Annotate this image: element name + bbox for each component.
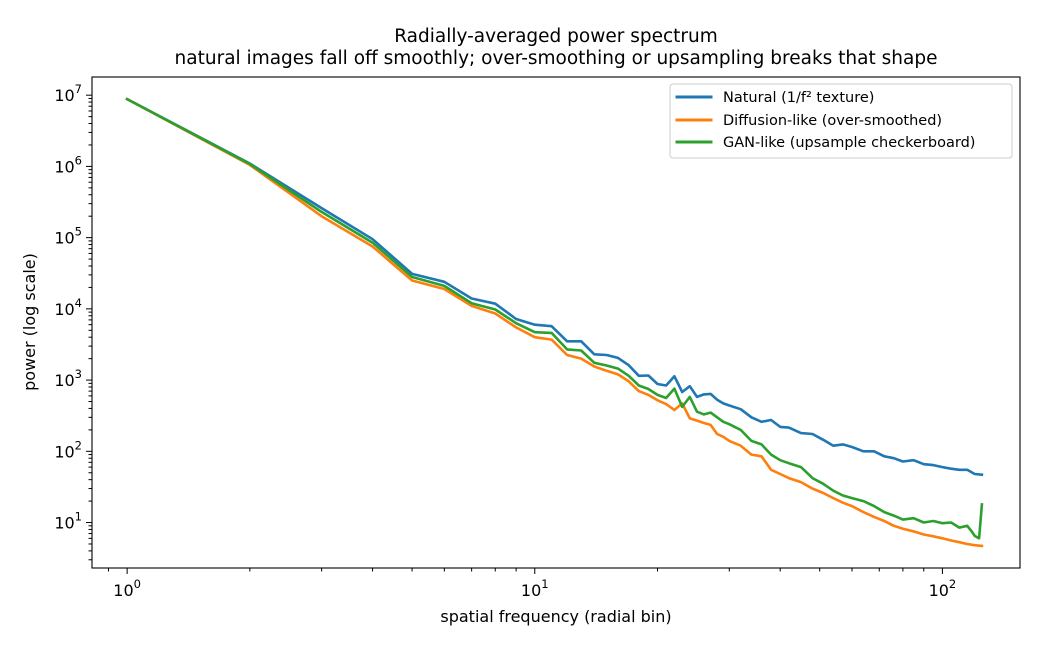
legend: Natural (1/f² texture) Diffusion-like (o… — [669, 83, 1013, 159]
y-axis-label: power (log scale) — [20, 253, 39, 391]
y-tick-label: 106 — [54, 153, 82, 176]
x-tick-label: 100 — [113, 577, 141, 600]
series-line-2 — [125, 97, 984, 540]
plot-frame — [91, 76, 1021, 569]
chart-subtitle: natural images fall off smoothly; over-s… — [175, 48, 938, 69]
series-line-1 — [125, 97, 984, 548]
y-tick-label: 103 — [54, 367, 82, 390]
x-axis-ticks: 100 101 102 — [107, 568, 957, 600]
legend-label-natural: Natural (1/f² texture) — [723, 90, 874, 106]
y-tick-label: 104 — [54, 296, 82, 319]
y-tick-label: 107 — [54, 82, 82, 105]
y-tick-label: 101 — [54, 510, 82, 533]
legend-box — [669, 83, 1013, 159]
y-tick-label: 102 — [54, 438, 82, 461]
y-tick-label: 105 — [54, 225, 82, 248]
x-tick-label: 102 — [929, 577, 957, 600]
plot-lines — [125, 97, 984, 548]
x-axis-label: spatial frequency (radial bin) — [440, 607, 671, 626]
y-axis-ticks: 101 102 103 104 105 106 107 — [54, 82, 92, 561]
x-tick-label: 101 — [521, 577, 549, 600]
legend-label-gan: GAN-like (upsample checkerboard) — [723, 135, 975, 151]
series-line-0 — [125, 97, 984, 477]
legend-label-diffusion: Diffusion-like (over-smoothed) — [723, 113, 942, 129]
chart-title: Radially-averaged power spectrum — [394, 26, 718, 47]
